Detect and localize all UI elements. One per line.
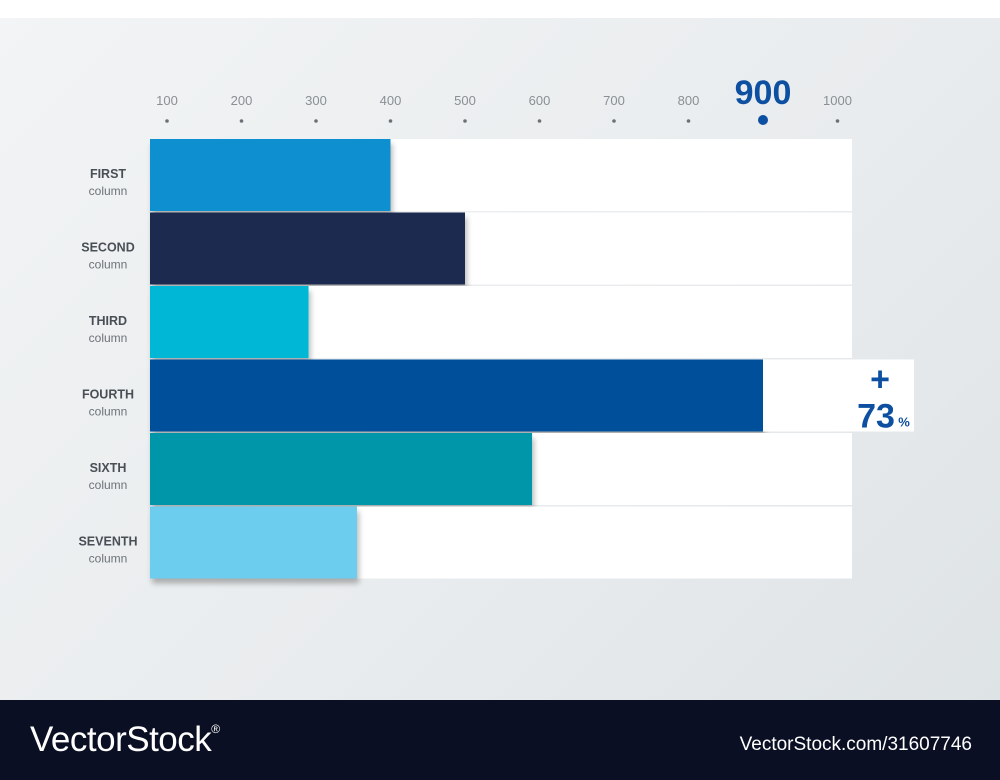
registered-mark: ® bbox=[211, 722, 220, 736]
annotation-unit: % bbox=[898, 415, 910, 430]
x-tick-label: 500 bbox=[454, 93, 476, 108]
x-tick-dot bbox=[463, 119, 467, 123]
top-band bbox=[0, 0, 1000, 18]
category-sublabel: column bbox=[89, 552, 128, 566]
x-tick-label: 800 bbox=[678, 93, 700, 108]
annotation-box bbox=[763, 359, 914, 432]
x-tick-label: 300 bbox=[305, 93, 327, 108]
x-tick-dot bbox=[314, 119, 318, 123]
vectorstock-logo[interactable]: VectorStock® bbox=[30, 720, 220, 760]
x-tick-dot bbox=[537, 119, 542, 123]
x-tick-label: 100 bbox=[156, 93, 178, 108]
x-tick-dot bbox=[835, 119, 840, 123]
x-tick-label: 400 bbox=[380, 93, 402, 108]
x-tick-dot bbox=[165, 119, 169, 123]
x-tick-dot bbox=[239, 119, 244, 123]
annotation-value: 73 bbox=[857, 398, 895, 436]
bar bbox=[150, 212, 465, 285]
category-sublabel: column bbox=[89, 478, 128, 492]
bar bbox=[150, 286, 309, 358]
x-tick-label-highlight: 900 bbox=[735, 74, 792, 112]
x-tick-dot bbox=[388, 119, 393, 123]
x-tick-label: 1000 bbox=[823, 93, 852, 108]
stock-url[interactable]: VectorStock.com/31607746 bbox=[739, 734, 972, 755]
category-sublabel: column bbox=[89, 184, 128, 198]
x-tick-label: 600 bbox=[529, 93, 551, 108]
footer-bar: VectorStock® VectorStock.com/31607746 bbox=[0, 700, 1000, 780]
x-tick-dot bbox=[612, 119, 616, 123]
brand-name: VectorStock bbox=[30, 720, 212, 759]
bar bbox=[150, 506, 357, 579]
category-label: THIRD bbox=[89, 314, 127, 328]
x-tick-dot-highlight bbox=[758, 115, 768, 125]
category-label: FIRST bbox=[90, 167, 126, 181]
x-tick-dot bbox=[686, 119, 691, 123]
bar bbox=[150, 433, 533, 505]
category-sublabel: column bbox=[89, 258, 128, 272]
bar-chart: 100 200 300 400 500 600 700 800 900 1000 FIRST col… bbox=[78, 74, 914, 579]
category-label: SECOND bbox=[81, 241, 134, 255]
category-sublabel: column bbox=[89, 405, 128, 419]
x-tick-label: 700 bbox=[603, 93, 625, 108]
bar-rows: FIRST column SECOND column THIRD column FOURTH… bbox=[78, 139, 852, 579]
x-tick-label: 200 bbox=[231, 93, 253, 108]
category-label: SIXTH bbox=[90, 461, 127, 475]
category-sublabel: column bbox=[89, 331, 128, 345]
bar bbox=[150, 359, 763, 432]
annotation-sign: + bbox=[870, 361, 890, 399]
category-label: SEVENTH bbox=[78, 535, 137, 549]
bar bbox=[150, 139, 391, 211]
x-axis-ticks: 100 200 300 400 500 600 700 800 900 1000 bbox=[156, 74, 852, 125]
bar-annotation: +73% bbox=[763, 359, 914, 436]
category-label: FOURTH bbox=[82, 388, 134, 402]
